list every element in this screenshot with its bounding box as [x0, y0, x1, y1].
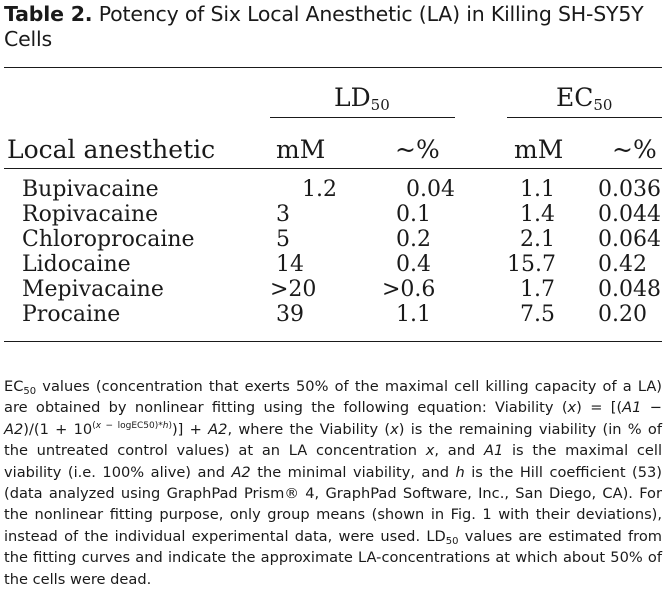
ec50-spanner-rule: [507, 117, 662, 118]
row-ld50-percent: >0.6: [382, 277, 436, 302]
footnote-text: )/(1 + 10: [23, 420, 93, 438]
ec50-group-header: EC50: [556, 83, 612, 113]
footnote-variable: x: [425, 442, 435, 460]
row-ec50-percent: 0.20: [598, 302, 647, 327]
table-bottom-rule: [4, 341, 662, 342]
row-ld50-percent: 0.1: [396, 202, 431, 227]
footnote-text: −: [641, 399, 662, 417]
ec50-mm-column-header: mM: [514, 135, 564, 164]
table-caption-label: Table 2.: [4, 2, 93, 26]
row-ld50-mm: 3: [276, 202, 290, 227]
footnote-text: is the Hill coefficient (53) (data analy…: [4, 463, 662, 545]
footnote-text: , and: [434, 442, 484, 460]
row-ld50-percent: 0.04: [406, 177, 455, 202]
footnote-text: is the maximal cell viability (i.e. 100%…: [4, 442, 662, 481]
row-ec50-percent: 0.044: [598, 202, 661, 227]
row-ec50-mm: 2.1: [520, 227, 555, 252]
row-ec50-percent: 0.048: [598, 277, 661, 302]
row-drug-name: Mepivacaine: [22, 277, 164, 302]
row-ld50-percent: 0.2: [396, 227, 431, 252]
footnote-variable: A2: [4, 420, 24, 438]
ld50-spanner-rule: [270, 117, 455, 118]
footnote-text: values (concentration that exerts 50% of…: [4, 378, 662, 417]
ec50-header-subscript: 50: [593, 96, 613, 114]
row-ec50-mm: 1.1: [520, 177, 555, 202]
row-drug-name: Chloroprocaine: [22, 227, 195, 252]
row-ld50-percent: 0.4: [396, 252, 431, 277]
row-ld50-mm: 39: [276, 302, 304, 327]
ld50-group-header: LD50: [334, 83, 390, 113]
footnote-text: ) = [(: [576, 399, 623, 417]
row-ec50-mm: 1.7: [520, 277, 555, 302]
footnote-variable: A2: [231, 463, 251, 481]
ld50-header-text: LD: [334, 83, 371, 112]
table-caption: Table 2. Potency of Six Local Anesthetic…: [4, 2, 654, 52]
row-drug-name: Procaine: [22, 302, 121, 327]
row-drug-name: Ropivacaine: [22, 202, 159, 227]
footnote-exponent-text: (: [92, 420, 96, 431]
footnote-ec50-subscript: 50: [23, 386, 37, 397]
table-row: Ropivacaine 3 0.1 1.4 0.044: [0, 202, 667, 227]
footnote-text: , where the Viability (: [227, 420, 391, 438]
row-ec50-percent: 0.036: [598, 177, 661, 202]
table-row: Chloroprocaine 5 0.2 2.1 0.064: [0, 227, 667, 252]
footnote-text: )] +: [171, 420, 209, 438]
row-ec50-mm: 7.5: [520, 302, 555, 327]
row-ld50-percent: 1.1: [396, 302, 431, 327]
table-caption-text: Potency of Six Local Anesthetic (LA) in …: [4, 2, 644, 51]
table-row: Procaine 39 1.1 7.5 0.20: [0, 302, 667, 327]
table-row: Mepivacaine >20 >0.6 1.7 0.048: [0, 277, 667, 302]
row-ld50-mm: >20: [270, 277, 317, 302]
ld50-mm-column-header: mM: [276, 135, 326, 164]
row-drug-name: Lidocaine: [22, 252, 131, 277]
ld50-header-subscript: 50: [370, 96, 390, 114]
ec50-header-text: EC: [556, 83, 594, 112]
row-ec50-mm: 15.7: [507, 252, 556, 277]
row-ec50-mm: 1.4: [520, 202, 555, 227]
footnote-text: the minimal viability, and: [250, 463, 456, 481]
footnote-variable: h: [162, 420, 169, 431]
row-ec50-percent: 0.064: [598, 227, 661, 252]
row-ld50-mm: 5: [276, 227, 290, 252]
footnote-text: ) is the remaining viability (in % of th…: [4, 420, 662, 460]
table-row: Lidocaine 14 0.4 15.7 0.42: [0, 252, 667, 277]
row-drug-name: Bupivacaine: [22, 177, 159, 202]
table-footnote: EC50 values (concentration that exerts 5…: [4, 376, 662, 590]
table-row: Bupivacaine 1.2 0.04 1.1 0.036: [0, 177, 667, 202]
footnote-exponent-text: − logEC50)*: [101, 420, 163, 431]
ld50-percent-column-header: ~%: [395, 135, 440, 164]
row-ld50-mm: 1.2: [302, 177, 337, 202]
footnote-variable: A2: [208, 420, 228, 438]
footnote-variable: A1: [622, 399, 642, 417]
footnote-variable: x: [390, 420, 399, 438]
ec50-percent-column-header: ~%: [612, 135, 657, 164]
footnote-variable: h: [455, 463, 465, 481]
footnote-exponent-text: ): [168, 420, 172, 431]
footnote-ld50-text: LD: [426, 527, 446, 545]
footnote-variable: x: [95, 420, 102, 431]
row-ec50-percent: 0.42: [598, 252, 647, 277]
footnote-ld50-subscript: 50: [445, 535, 459, 547]
local-anesthetic-column-header: Local anesthetic: [7, 135, 216, 164]
header-bottom-rule: [4, 168, 662, 169]
footnote-variable: A1: [483, 442, 504, 460]
footnote-variable: x: [567, 399, 577, 417]
footnote-exponent: (x − logEC50)*h): [92, 421, 172, 431]
row-ld50-mm: 14: [276, 252, 304, 277]
top-rule: [4, 67, 662, 68]
footnote-ec50-text: EC: [4, 378, 24, 395]
